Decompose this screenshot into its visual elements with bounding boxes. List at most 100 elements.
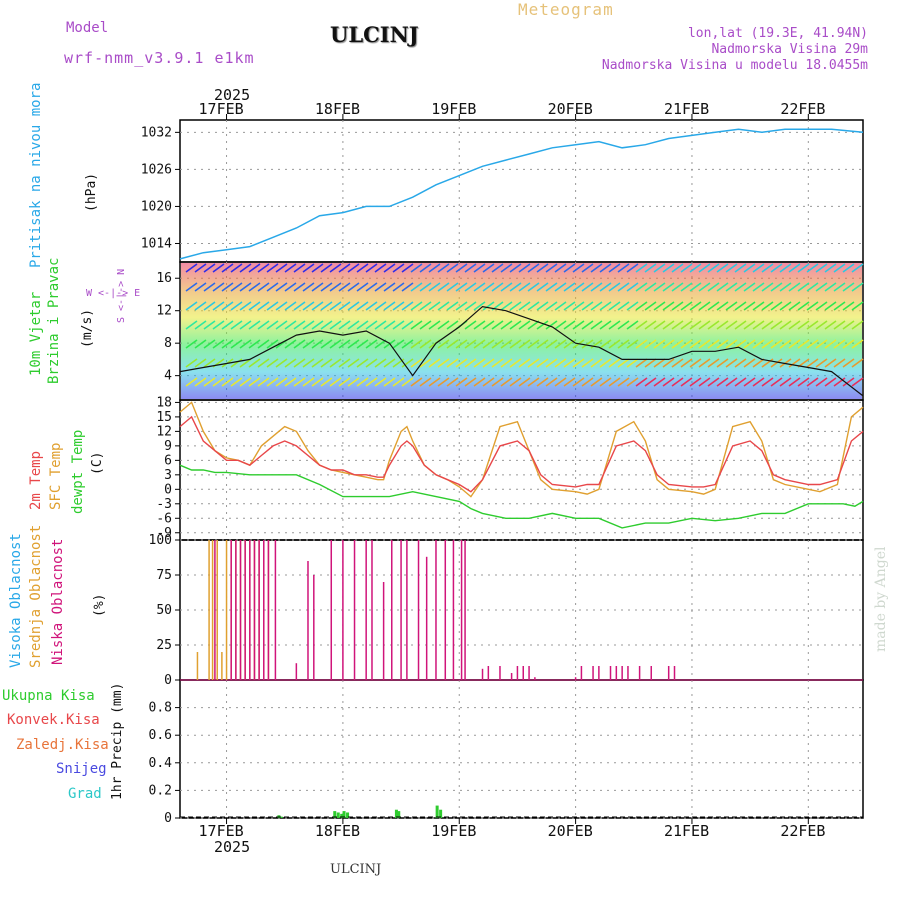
wind-arrow bbox=[536, 339, 549, 349]
wind-arrow bbox=[473, 377, 486, 387]
y-tick-label: 18 bbox=[156, 395, 172, 410]
wind-arrow bbox=[752, 339, 765, 349]
wind-arrow bbox=[842, 263, 855, 273]
wind-arrow bbox=[815, 282, 828, 292]
wind-arrow bbox=[770, 282, 783, 292]
wind-arrow bbox=[527, 358, 540, 368]
wind-arrow bbox=[599, 320, 612, 330]
wind-arrow bbox=[518, 377, 531, 387]
wind-arrow bbox=[248, 263, 261, 273]
wind-arrow bbox=[725, 320, 738, 330]
wind-arrow bbox=[266, 377, 279, 387]
wind-arrow bbox=[446, 377, 459, 387]
wind-arrow bbox=[590, 320, 603, 330]
wind-arrow bbox=[572, 358, 585, 368]
wind-arrow bbox=[518, 358, 531, 368]
wind-arrow bbox=[428, 320, 441, 330]
wind-arrow bbox=[707, 377, 720, 387]
wind-arrow bbox=[257, 377, 270, 387]
wind-arrow bbox=[653, 282, 666, 292]
wind-arrow bbox=[599, 377, 612, 387]
wind-arrow bbox=[509, 358, 522, 368]
wind-arrow bbox=[617, 263, 630, 273]
wind-arrow bbox=[455, 339, 468, 349]
wind-arrow bbox=[383, 377, 396, 387]
wind-arrow bbox=[698, 320, 711, 330]
wind-background bbox=[181, 263, 862, 399]
precip-bar bbox=[397, 811, 401, 818]
wind-arrow bbox=[644, 358, 657, 368]
wind-arrow bbox=[779, 339, 792, 349]
wind-arrow bbox=[716, 339, 729, 349]
wind-arrow bbox=[734, 320, 747, 330]
wind-arrow bbox=[302, 339, 315, 349]
wind-arrow bbox=[653, 263, 666, 273]
t2m-line bbox=[179, 415, 864, 493]
wind-arrow bbox=[365, 339, 378, 349]
wind-arrow bbox=[446, 339, 459, 349]
wind-arrow bbox=[410, 282, 423, 292]
y-tick-label: 1032 bbox=[141, 125, 172, 140]
wind-arrow bbox=[482, 282, 495, 292]
wind-arrow bbox=[554, 358, 567, 368]
wind-arrow bbox=[185, 282, 198, 292]
page-title: ULCINJ bbox=[330, 22, 419, 47]
wind-arrow bbox=[554, 263, 567, 273]
wind-arrow bbox=[302, 263, 315, 273]
wind-arrow bbox=[545, 282, 558, 292]
wind-arrow bbox=[725, 282, 738, 292]
wind-arrow bbox=[536, 358, 549, 368]
wind-arrow bbox=[716, 301, 729, 311]
wind-arrow bbox=[626, 358, 639, 368]
wind-arrow bbox=[203, 263, 216, 273]
wind-arrow bbox=[248, 358, 261, 368]
wind-arrow bbox=[383, 301, 396, 311]
wind-arrow bbox=[455, 301, 468, 311]
wind-arrow bbox=[356, 263, 369, 273]
wind-arrow bbox=[392, 301, 405, 311]
wind-arrow bbox=[590, 358, 603, 368]
wind-arrow bbox=[257, 339, 270, 349]
wind-arrow bbox=[527, 320, 540, 330]
wind-arrow bbox=[644, 301, 657, 311]
wind-arrow bbox=[428, 282, 441, 292]
wind-arrow bbox=[842, 301, 855, 311]
wind-arrow bbox=[194, 282, 207, 292]
wind-arrow bbox=[635, 377, 648, 387]
wind-arrow bbox=[509, 282, 522, 292]
wind-arrow bbox=[266, 282, 279, 292]
wind-arrow bbox=[293, 339, 306, 349]
wind-arrow bbox=[311, 358, 324, 368]
wind-arrow bbox=[662, 377, 675, 387]
wind-arrow bbox=[221, 282, 234, 292]
wind-arrow bbox=[500, 358, 513, 368]
wind-arrow bbox=[716, 377, 729, 387]
wind-arrow bbox=[617, 339, 630, 349]
wind-arrow bbox=[329, 358, 342, 368]
wind-arrow bbox=[734, 263, 747, 273]
y-tick-label: 0.6 bbox=[149, 728, 172, 743]
wind-arrow bbox=[356, 377, 369, 387]
wind-arrow bbox=[428, 263, 441, 273]
wind-arrow bbox=[797, 377, 810, 387]
wind-arrow bbox=[815, 263, 828, 273]
date-label: 22FEB bbox=[780, 100, 826, 118]
wind-arrow bbox=[545, 339, 558, 349]
wind-arrow bbox=[671, 320, 684, 330]
wind-arrow bbox=[185, 263, 198, 273]
wind-arrow bbox=[554, 301, 567, 311]
wind-arrow bbox=[626, 263, 639, 273]
wind-arrow bbox=[401, 358, 414, 368]
wind-arrow bbox=[347, 263, 360, 273]
wind-arrow bbox=[563, 282, 576, 292]
wind-arrow bbox=[446, 320, 459, 330]
wind-arrow bbox=[338, 282, 351, 292]
wind-arrow bbox=[500, 320, 513, 330]
wind-arrow bbox=[230, 301, 243, 311]
wind-arrow bbox=[194, 320, 207, 330]
wind-arrow bbox=[293, 358, 306, 368]
wind-arrow bbox=[824, 263, 837, 273]
wind-arrow bbox=[446, 282, 459, 292]
wind-arrow bbox=[437, 301, 450, 311]
